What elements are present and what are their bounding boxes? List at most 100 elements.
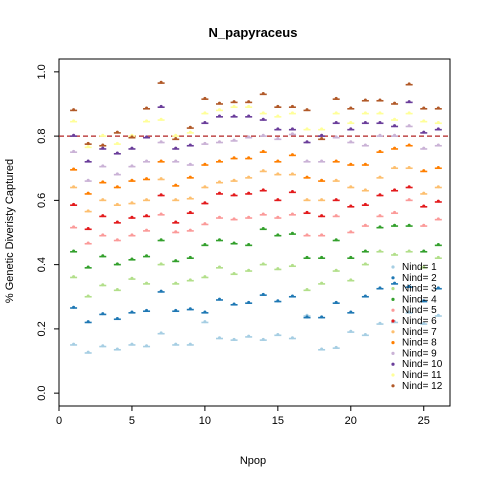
data-point <box>143 106 151 110</box>
point-marker <box>145 214 149 218</box>
data-point <box>113 220 121 224</box>
point-marker <box>320 315 324 319</box>
data-point <box>332 238 340 242</box>
point-marker <box>407 143 411 147</box>
point-marker <box>203 275 207 279</box>
data-point <box>376 249 384 253</box>
data-point <box>201 275 209 279</box>
point-marker <box>247 215 251 219</box>
data-point <box>420 146 428 150</box>
point-marker <box>349 310 353 314</box>
point-marker <box>203 120 207 124</box>
legend-marker <box>391 362 395 366</box>
data-point <box>361 111 369 115</box>
data-point <box>332 214 340 218</box>
point-marker <box>159 80 163 84</box>
data-point <box>230 178 238 182</box>
data-point <box>84 159 92 163</box>
data-point <box>245 156 253 160</box>
data-point <box>347 120 355 125</box>
data-point <box>70 225 78 229</box>
point-marker <box>115 172 119 176</box>
point-marker <box>130 164 134 168</box>
point-marker <box>101 233 105 237</box>
legend-marker <box>391 384 395 388</box>
data-point <box>288 111 296 115</box>
point-marker <box>174 183 178 187</box>
data-point <box>230 217 238 221</box>
point-marker <box>261 262 265 266</box>
point-marker <box>203 185 207 189</box>
point-marker <box>203 111 207 115</box>
point-marker <box>378 321 382 325</box>
point-marker <box>145 198 149 202</box>
point-marker <box>436 217 440 221</box>
point-marker <box>159 238 163 242</box>
point-marker <box>378 286 382 290</box>
point-marker <box>130 135 134 139</box>
data-point <box>201 162 209 166</box>
point-marker <box>101 198 105 202</box>
point-marker <box>320 255 324 259</box>
data-point <box>172 198 180 202</box>
point-marker <box>159 177 163 181</box>
point-marker <box>363 249 367 253</box>
point-marker <box>130 257 134 261</box>
point-marker <box>145 106 149 110</box>
data-point <box>259 188 267 192</box>
point-marker <box>72 249 76 253</box>
data-point <box>361 120 369 125</box>
point-marker <box>363 223 367 227</box>
point-marker <box>188 162 192 166</box>
x-axis-label: Npop <box>240 455 266 467</box>
point-marker <box>349 120 353 124</box>
data-point <box>113 141 121 145</box>
point-marker <box>115 185 119 189</box>
y-tick-label: 1.0 <box>36 64 48 79</box>
point-marker <box>130 233 134 237</box>
point-marker <box>393 101 397 105</box>
data-point <box>143 254 151 258</box>
point-marker <box>378 149 382 153</box>
point-marker <box>72 305 76 309</box>
point-marker <box>393 252 397 256</box>
point-marker <box>334 159 338 163</box>
point-marker <box>217 140 221 144</box>
data-point <box>99 180 107 184</box>
legend-marker <box>391 330 395 334</box>
point-marker <box>276 233 280 237</box>
data-point <box>230 104 238 108</box>
data-point <box>215 114 223 118</box>
point-marker <box>363 202 367 206</box>
point-marker <box>130 215 134 219</box>
data-point <box>274 233 282 237</box>
legend-label: Nind= 1 <box>402 262 437 273</box>
point-marker <box>101 164 105 168</box>
point-marker <box>349 278 353 282</box>
data-point <box>143 119 151 123</box>
point-marker <box>232 337 236 341</box>
point-marker <box>363 98 367 102</box>
data-point <box>230 337 238 341</box>
point-marker <box>422 191 426 195</box>
data-point <box>245 334 253 338</box>
point-marker <box>232 193 236 197</box>
point-marker <box>436 199 440 203</box>
data-point <box>215 265 223 269</box>
legend-label: Nind= 10 <box>402 359 443 370</box>
data-point <box>376 111 384 115</box>
data-point <box>274 267 282 271</box>
data-point <box>332 111 340 115</box>
data-point <box>391 252 399 256</box>
data-point <box>434 217 442 221</box>
data-point <box>70 202 78 206</box>
point-marker <box>407 111 411 115</box>
point-marker <box>261 117 265 121</box>
data-point <box>405 82 413 86</box>
data-point <box>230 271 238 276</box>
point-marker <box>159 193 163 197</box>
point-marker <box>378 98 382 102</box>
data-point <box>186 196 194 200</box>
data-point <box>405 100 413 104</box>
legend-item: Nind= 9 <box>391 348 437 359</box>
